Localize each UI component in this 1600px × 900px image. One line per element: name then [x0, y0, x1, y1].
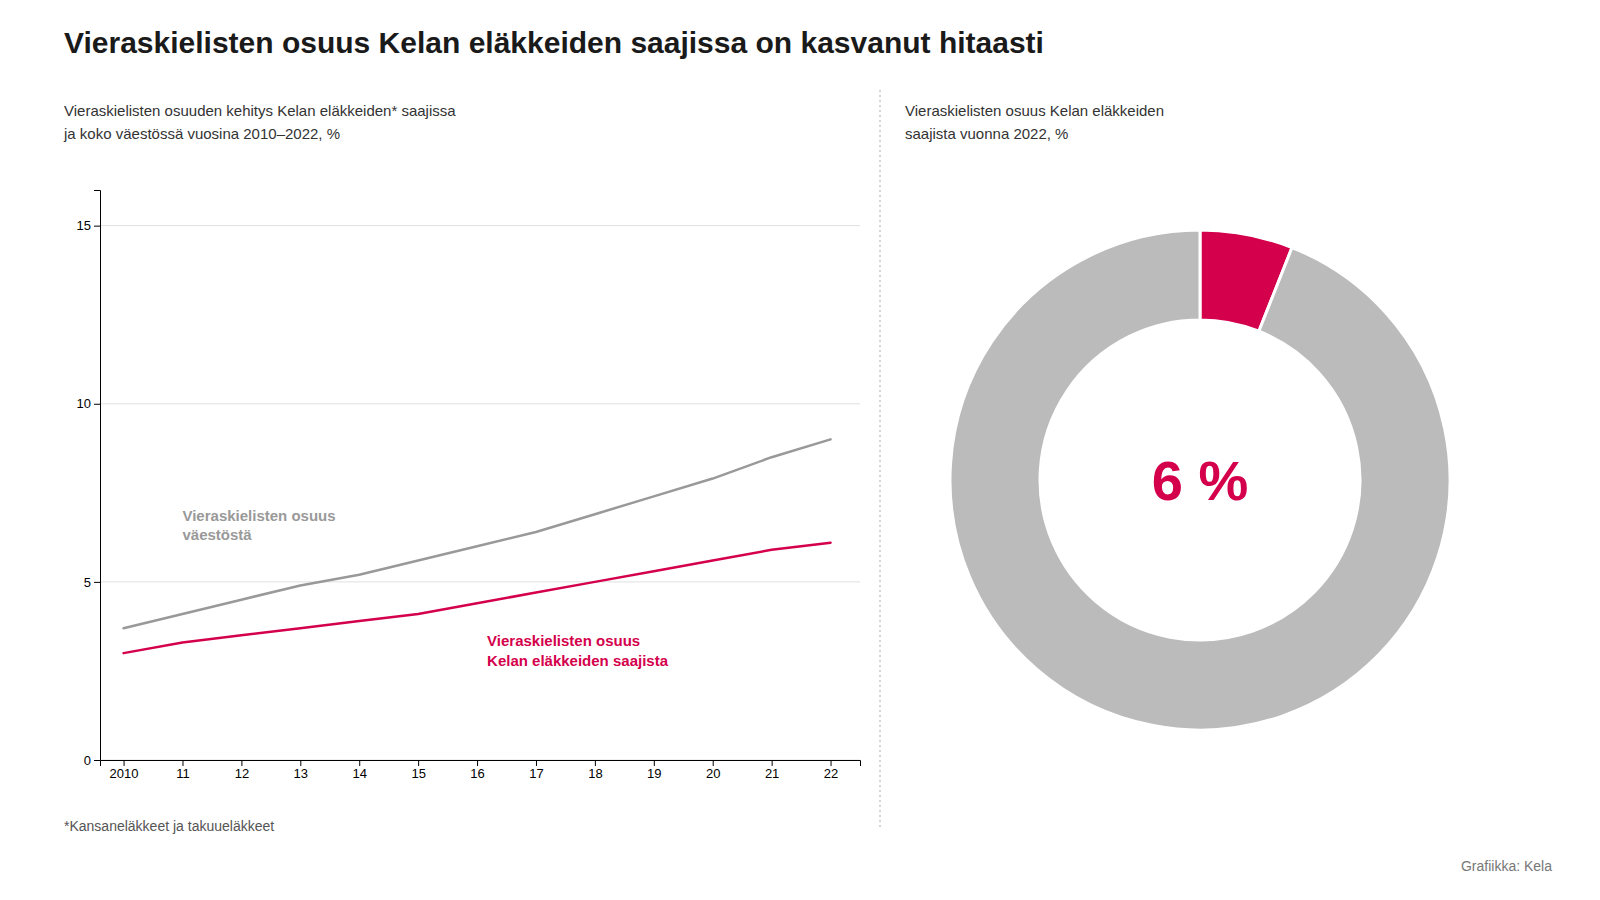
- x-tick: 12: [235, 760, 249, 781]
- x-axis-line: [101, 761, 861, 767]
- y-tick-mark: [94, 404, 100, 405]
- y-axis-line: [94, 191, 101, 761]
- x-tick-label: 18: [588, 766, 602, 781]
- grid-line: [100, 403, 860, 404]
- y-tick-label: 0: [84, 753, 91, 768]
- donut-slice: [950, 230, 1450, 730]
- subtitle: Vieraskielisten osuus Kelan eläkkeiden s…: [905, 100, 1164, 145]
- x-tick: 17: [529, 760, 543, 781]
- x-tick-label: 21: [765, 766, 779, 781]
- x-tick-label: 22: [824, 766, 838, 781]
- x-tick-mark: [831, 760, 832, 766]
- x-tick-mark: [713, 760, 714, 766]
- x-tick-label: 13: [294, 766, 308, 781]
- grid-line: [100, 581, 860, 582]
- x-tick-label: 14: [352, 766, 366, 781]
- y-tick: 5: [84, 575, 100, 590]
- x-tick: 14: [352, 760, 366, 781]
- y-tick-label: 5: [84, 575, 91, 590]
- x-tick-mark: [182, 760, 183, 766]
- x-tick: 15: [411, 760, 425, 781]
- series-label: Vieraskielisten osuus Kelan eläkkeiden s…: [487, 631, 668, 670]
- x-tick-mark: [477, 760, 478, 766]
- x-tick-label: 2010: [110, 766, 139, 781]
- x-tick-mark: [536, 760, 537, 766]
- line: [124, 543, 831, 653]
- x-tick-label: 19: [647, 766, 661, 781]
- x-tick-label: 15: [411, 766, 425, 781]
- x-tick-mark: [772, 760, 773, 766]
- y-axis: 0 5 10 15: [77, 191, 101, 768]
- x-tick: 2010: [110, 760, 139, 781]
- x-tick-mark: [654, 760, 655, 766]
- x-tick-mark: [595, 760, 596, 766]
- chart-root: 2010 11 12 13 14 15 16 17 18 19 20 21 22 0 5 10 15 6 % Vie…: [0, 0, 1600, 900]
- line: [124, 439, 831, 628]
- y-tick: 10: [77, 396, 100, 411]
- footnote: *Kansaneläkkeet ja takuueläkkeet: [64, 818, 274, 834]
- y-tick-label: 10: [77, 396, 91, 411]
- x-tick-label: 11: [176, 766, 190, 781]
- center-label: 6 %: [1152, 449, 1249, 512]
- x-tick-label: 20: [706, 766, 720, 781]
- x-tick: 21: [765, 760, 779, 781]
- x-tick-mark: [124, 760, 125, 766]
- lines: [124, 439, 831, 653]
- x-tick: 18: [588, 760, 602, 781]
- y-tick-mark: [94, 760, 100, 761]
- x-tick: 13: [294, 760, 308, 781]
- x-tick-mark: [300, 760, 301, 766]
- x-tick-label: 12: [235, 766, 249, 781]
- y-tick-mark: [94, 582, 100, 583]
- x-tick: 16: [470, 760, 484, 781]
- y-tick-mark: [94, 226, 100, 227]
- x-tick-label: 17: [529, 766, 543, 781]
- y-tick: 15: [77, 218, 100, 233]
- x-tick-label: 16: [470, 766, 484, 781]
- x-tick: 19: [647, 760, 661, 781]
- y-tick-label: 15: [77, 218, 91, 233]
- grid-line: [100, 225, 860, 226]
- grid: [100, 226, 860, 760]
- title: Vieraskielisten osuus Kelan eläkkeiden s…: [64, 26, 1044, 60]
- x-tick-mark: [359, 760, 360, 766]
- subtitle: Vieraskielisten osuuden kehitys Kelan el…: [64, 100, 456, 145]
- divider: [880, 90, 881, 830]
- x-tick: 22: [824, 760, 838, 781]
- x-tick: 20: [706, 760, 720, 781]
- credit: Grafiikka: Kela: [1461, 858, 1552, 874]
- x-tick-mark: [241, 760, 242, 766]
- x-tick: 11: [176, 760, 190, 781]
- donut: 6 %: [950, 230, 1450, 730]
- series-label: Vieraskielisten osuus väestöstä: [182, 506, 335, 545]
- x-axis: 2010 11 12 13 14 15 16 17 18 19 20 21 22: [101, 760, 861, 781]
- x-tick-mark: [418, 760, 419, 766]
- y-tick: 0: [84, 753, 100, 768]
